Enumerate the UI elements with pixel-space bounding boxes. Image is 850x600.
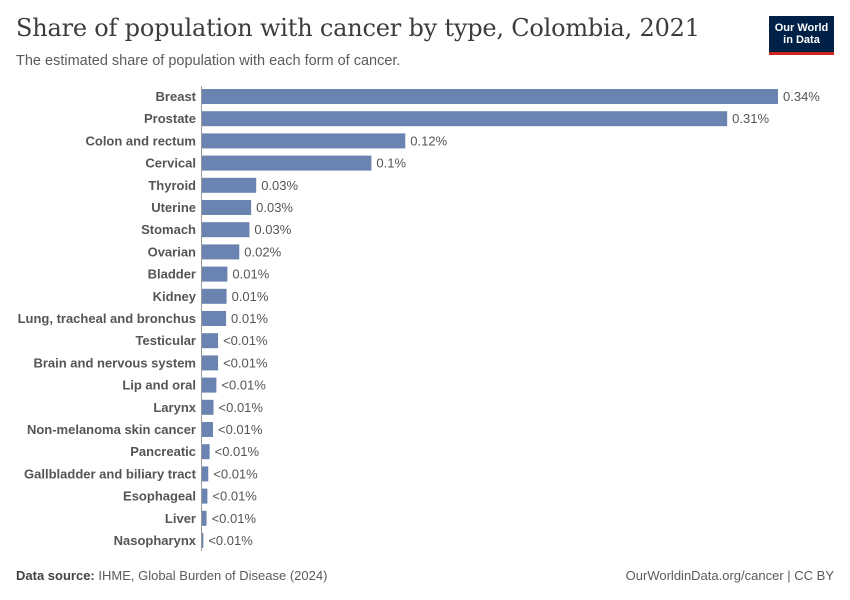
category-label: Non-melanoma skin cancer: [27, 422, 196, 437]
bar-cervical[interactable]: [202, 155, 372, 171]
category-label: Liver: [165, 511, 196, 526]
category-label: Gallbladder and biliary tract: [24, 466, 197, 481]
value-label: 0.03%: [254, 222, 291, 237]
logo-line-1: Our World: [774, 22, 829, 34]
value-label: 0.01%: [231, 311, 268, 326]
category-label: Lip and oral: [122, 378, 196, 393]
bar-lip-and-oral[interactable]: [202, 377, 217, 393]
category-label: Bladder: [148, 267, 196, 282]
value-label: <0.01%: [218, 422, 263, 437]
bar-bladder[interactable]: [202, 266, 228, 282]
data-source-text[interactable]: IHME, Global Burden of Disease (2024): [98, 568, 328, 583]
category-label: Ovarian: [148, 244, 196, 259]
bar-kidney[interactable]: [202, 288, 227, 304]
footer-link[interactable]: OurWorldinData.org/cancer | CC BY: [625, 568, 834, 583]
value-label: 0.1%: [376, 156, 406, 171]
category-label: Testicular: [136, 333, 196, 348]
bar-brain-and-nervous-system[interactable]: [202, 355, 219, 371]
bar-non-melanoma-skin-cancer[interactable]: [202, 422, 214, 437]
value-label: <0.01%: [221, 378, 266, 393]
data-source: Data source: IHME, Global Burden of Dise…: [16, 568, 327, 583]
value-label: <0.01%: [208, 533, 253, 548]
value-label: 0.01%: [232, 289, 269, 304]
category-label: Lung, tracheal and bronchus: [18, 311, 196, 326]
value-label: <0.01%: [219, 400, 264, 415]
value-label: 0.03%: [256, 200, 293, 215]
bar-nasopharynx[interactable]: [202, 533, 204, 548]
bar-larynx[interactable]: [202, 399, 214, 415]
value-label: <0.01%: [212, 511, 257, 526]
value-label: 0.34%: [783, 89, 820, 104]
data-source-label: Data source:: [16, 568, 95, 583]
category-label: Cervical: [145, 156, 196, 171]
bar-stomach[interactable]: [202, 222, 250, 238]
chart-title: Share of population with cancer by type,…: [16, 14, 700, 42]
value-label: <0.01%: [212, 489, 257, 504]
category-label: Pancreatic: [130, 444, 196, 459]
category-label: Nasopharynx: [114, 533, 197, 548]
bar-pancreatic[interactable]: [202, 444, 210, 460]
value-label: 0.01%: [232, 267, 269, 282]
bar-breast[interactable]: [202, 89, 778, 104]
category-label: Esophageal: [123, 489, 196, 504]
bar-colon-and-rectum[interactable]: [202, 133, 406, 149]
category-label: Colon and rectum: [85, 133, 196, 148]
bar-testicular[interactable]: [202, 333, 219, 349]
bar-esophageal[interactable]: [202, 488, 208, 504]
bar-ovarian[interactable]: [202, 244, 240, 260]
category-label: Breast: [156, 89, 197, 104]
value-label: 0.31%: [732, 111, 769, 126]
bar-thyroid[interactable]: [202, 177, 257, 193]
logo-line-2: in Data: [783, 34, 820, 46]
value-label: <0.01%: [223, 355, 268, 370]
category-label: Thyroid: [148, 178, 196, 193]
value-label: 0.02%: [244, 244, 281, 259]
value-label: <0.01%: [215, 444, 260, 459]
bar-gallbladder-and-biliary-tract[interactable]: [202, 466, 209, 482]
category-label: Kidney: [153, 289, 197, 304]
bar-uterine[interactable]: [202, 200, 252, 215]
value-label: <0.01%: [213, 466, 258, 481]
bar-prostate[interactable]: [202, 111, 728, 127]
category-label: Larynx: [153, 400, 196, 415]
category-label: Prostate: [144, 111, 196, 126]
value-label: 0.12%: [410, 133, 447, 148]
chart-subtitle: The estimated share of population with e…: [16, 53, 401, 69]
category-label: Uterine: [151, 200, 196, 215]
bar-liver[interactable]: [202, 510, 207, 526]
value-label: <0.01%: [223, 333, 268, 348]
value-label: 0.03%: [261, 178, 298, 193]
bar-lung-tracheal-and-bronchus[interactable]: [202, 311, 227, 326]
category-label: Stomach: [141, 222, 196, 237]
category-label: Brain and nervous system: [33, 355, 196, 370]
owid-logo[interactable]: Our World in Data: [769, 16, 834, 55]
bars-group: Breast 0.34% Prostate 0.31% Colon and rectum…: [18, 89, 820, 548]
bar-chart: Breast 0.34% Prostate 0.31% Colon and rectum…: [18, 86, 820, 551]
